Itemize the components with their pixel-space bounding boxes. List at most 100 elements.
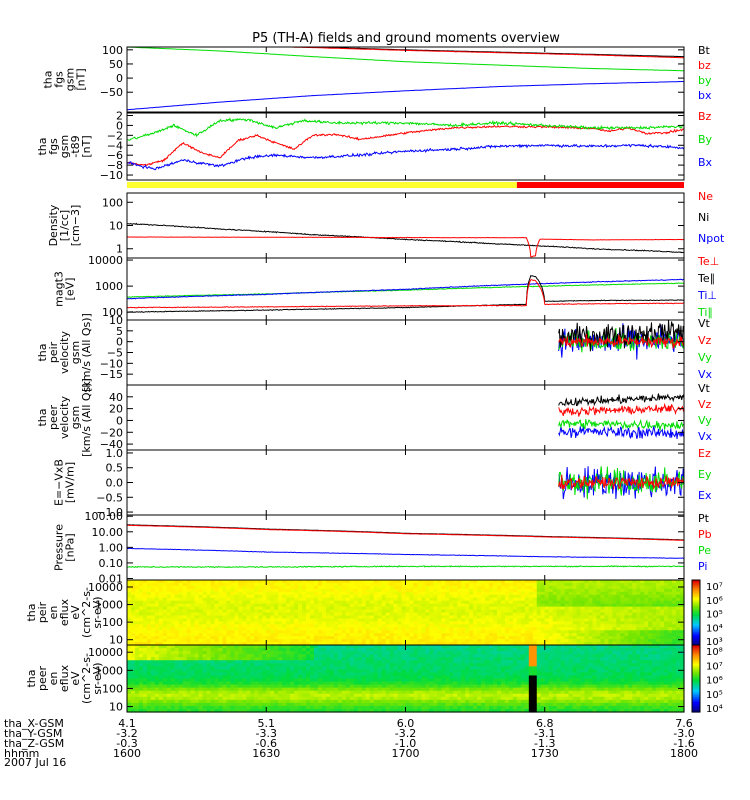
heatmap-cell [134,591,140,596]
y-axis-label: en [47,606,60,620]
heatmap-cell [254,660,259,664]
heatmap-cell [536,600,542,605]
heatmap-cell [138,609,144,614]
heatmap-cell [596,642,602,646]
heatmap-cell [548,609,554,614]
heatmap-cell [405,594,411,599]
heatmap-cell [226,690,232,695]
heatmap-cell [544,624,550,628]
heatmap-cell [445,636,450,640]
heatmap-cell [580,630,586,634]
heatmap-cell [337,582,343,587]
heatmap-cell [290,615,295,619]
heatmap-cell [210,651,216,655]
heatmap-cell [361,693,367,698]
heatmap-cell [544,615,550,619]
heatmap-cell [445,591,450,596]
heatmap-cell [302,639,307,643]
heatmap-cell [214,687,220,692]
heatmap-cell [154,612,160,617]
heatmap-cell [298,684,303,689]
heatmap-cell [262,678,267,683]
heatmap-cell [445,618,450,622]
heatmap-cell [489,618,494,622]
heatmap-cell [266,636,271,640]
heatmap-cell [290,580,295,584]
heatmap-cell [246,603,251,608]
heatmap-cell [325,699,331,704]
heatmap-cell [600,603,606,608]
heatmap-cell [433,618,438,622]
heatmap-cell [413,582,419,587]
heatmap-cell [154,654,160,658]
heatmap-cell [481,612,486,617]
heatmap-cell [238,624,243,628]
heatmap-cell [202,639,208,643]
heatmap-cell [644,630,649,634]
heatmap-cell [644,594,649,599]
heatmap-cell [497,630,502,634]
heatmap-cell [365,580,371,584]
heatmap-cell [508,615,514,619]
heatmap-cell [190,624,196,628]
heatmap-cell [202,669,208,674]
heatmap-cell [385,702,391,707]
heatmap-cell [130,663,136,667]
heatmap-cell [612,642,617,646]
heatmap-cell [564,582,570,587]
heatmap-cell [127,618,132,622]
heatmap-cell [381,597,387,602]
heatmap-cell [278,600,283,605]
heatmap-cell [234,702,239,707]
heatmap-cell [142,612,148,617]
heatmap-cell [298,681,303,686]
heatmap-cell [333,684,339,689]
heatmap-cell [270,609,275,614]
heatmap-cell [278,582,283,587]
heatmap-cell [469,594,474,599]
heatmap-cell [262,639,267,643]
heatmap-cell [242,627,247,631]
heatmap-cell [393,702,399,707]
heatmap-cell [429,630,434,634]
heatmap-cell [664,633,669,637]
heatmap-cell [142,684,148,689]
heatmap-cell [250,618,255,622]
heatmap-cell [262,645,267,649]
heatmap-cell [361,660,367,664]
heatmap-cell [341,684,347,689]
heatmap-cell [508,630,514,634]
heatmap-cell [357,609,363,614]
heatmap-cell [158,591,164,596]
heatmap-cell [294,624,299,628]
heatmap-cell [369,582,375,587]
heatmap-cell [222,591,228,596]
heatmap-cell [329,633,335,637]
heatmap-cell [337,618,343,622]
heatmap-cell [397,675,403,680]
heatmap-cell [306,627,311,631]
heatmap-cell [325,648,331,652]
heatmap-cell [162,585,168,590]
heatmap-cell [202,693,208,698]
heatmap-cell [178,651,184,655]
heatmap-cell [202,654,208,658]
heatmap-cell [652,624,657,628]
heatmap-cell [258,687,263,692]
heatmap-cell [254,681,259,686]
heatmap-cell [154,594,160,599]
heatmap-cell [469,642,474,646]
heatmap-cell [142,618,148,622]
heatmap-cell [306,594,311,599]
heatmap-cell [497,585,502,590]
heatmap-cell [166,696,172,701]
heatmap-cell [477,603,482,608]
heatmap-cell [230,684,236,689]
heatmap-cell [341,699,347,704]
heatmap-cell [127,681,132,686]
heatmap-cell [210,708,216,713]
heatmap-cell [465,612,470,617]
heatmap-cell [262,633,267,637]
heatmap-cell [282,651,287,655]
heatmap-cell [524,642,530,646]
